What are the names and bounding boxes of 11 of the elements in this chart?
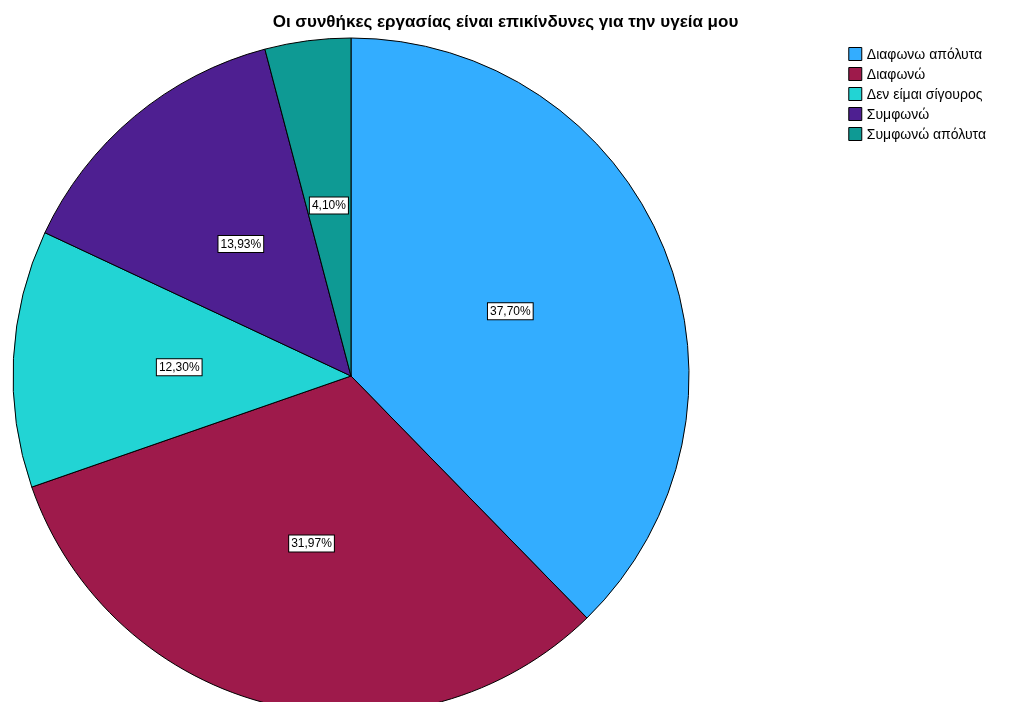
legend-label: Δεν είμαι σίγουρος: [866, 86, 983, 102]
data-label: 13,93%: [220, 236, 262, 251]
data-label: 12,30%: [158, 360, 200, 375]
legend-label: Διαφωνώ: [866, 66, 926, 82]
chart-title: Οι συνθήκες εργασίας είναι επικίνδυνες για την υγεία μου: [272, 12, 739, 31]
data-label: 37,70%: [489, 304, 531, 319]
data-label: 4,10%: [311, 198, 347, 213]
data-label: 31,97%: [291, 536, 333, 551]
legend-label: Συμφωνώ απόλυτα: [866, 126, 987, 142]
legend-label: Συμφωνώ: [866, 106, 930, 122]
legend-label: Διαφωνω απόλυτα: [866, 46, 983, 62]
